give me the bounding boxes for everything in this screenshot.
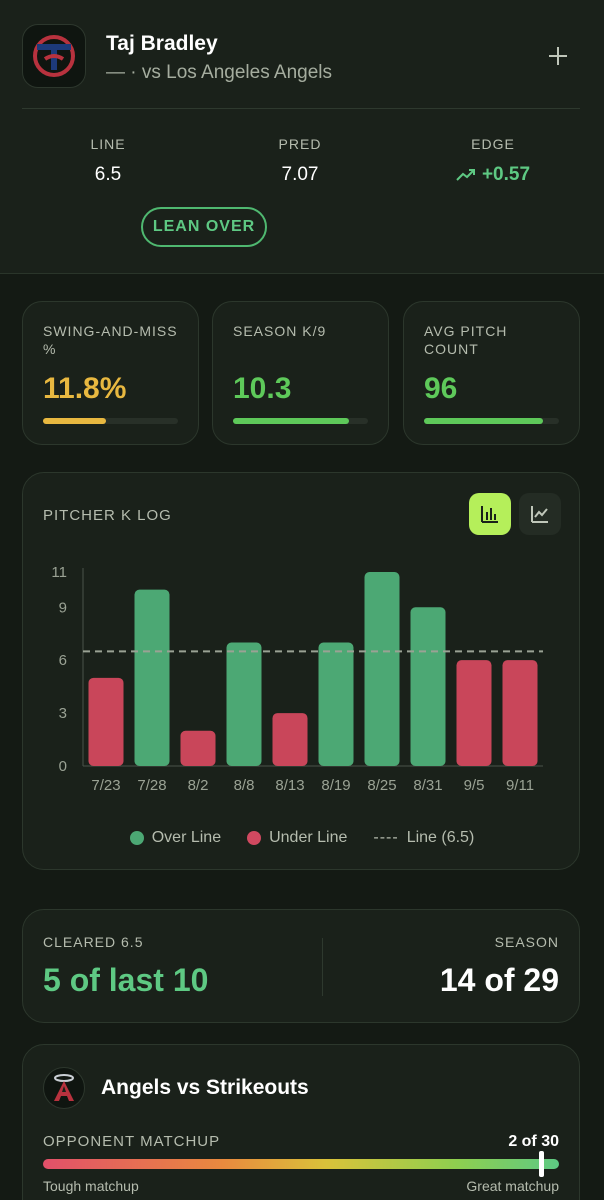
avg-pitch-count-card: AVG PITCH COUNT 96 [403,301,580,445]
x-tick-label: 7/28 [137,777,166,793]
bar-9-11[interactable] [502,660,538,766]
bar-chart-icon [481,506,498,523]
bar-9-5[interactable] [456,660,492,766]
season-k9-card: SEASON K/9 10.3 [212,301,389,445]
line-stat: LINE 6.5 [18,136,198,186]
metric-label: SEASON K/9 [233,323,327,339]
tough-matchup-label: Tough matchup [43,1178,139,1194]
trending-up-icon [456,169,475,181]
opponent-title: Angels vs Strikeouts [101,1076,309,1099]
legend-under: Under Line [247,829,347,847]
metric-bar-fill [43,418,107,424]
line-label: LINE [90,136,126,152]
legend-line-label: Line (6.5) [406,829,475,846]
matchup-marker [539,1151,545,1177]
season-value: 14 of 29 [439,962,559,998]
opponent-matchup-label: OPPONENT MATCHUP [43,1133,221,1150]
metric-label: SWING-AND-MISS % [43,323,178,357]
season-label: SEASON [494,934,559,950]
y-tick-label: 11 [51,564,67,581]
cleared-label: CLEARED 6.5 [43,934,144,950]
x-tick-label: 8/13 [275,777,304,793]
line-view-toggle[interactable] [519,493,561,535]
add-button[interactable] [538,36,578,76]
legend-over: Over Line [129,829,222,847]
bar-8-8[interactable] [226,642,262,766]
line-chart-icon [531,506,548,523]
x-tick-label: 9/5 [464,777,485,793]
bar-7-23[interactable] [88,677,124,766]
bar-8-2[interactable] [180,730,216,766]
edge-stat: EDGE +0.57 [403,136,583,186]
opponent-rank: 2 of 30 [508,1133,559,1150]
edge-value-row: +0.57 [403,164,583,186]
legend-over-label: Over Line [151,829,222,846]
chart-legend: Over Line Under Line ---- Line (6.5) [23,829,581,847]
edge-label: EDGE [471,136,515,152]
over-dot [129,831,144,845]
x-tick-label: 8/19 [321,777,350,793]
matchup-subtitle: — · vs Los Angeles Angels [106,62,333,83]
edge-value: +0.57 [481,164,531,185]
bar-8-19[interactable] [318,642,354,766]
team-logo-icon [22,24,86,88]
x-tick-label: 8/25 [367,777,396,793]
x-tick-label: 8/31 [413,777,442,793]
metric-value: 96 [424,372,458,405]
line-value: 6.5 [94,164,122,185]
header-divider [22,108,580,109]
great-matchup-label: Great matchup [466,1178,559,1194]
metric-value: 11.8% [43,372,127,405]
lean-over-badge: LEAN OVER [141,207,267,247]
x-tick-label: 8/8 [234,777,255,793]
under-dot [247,831,262,845]
metric-label: AVG PITCH COUNT [424,323,508,357]
player-header-card: Taj Bradley — · vs Los Angeles Angels LI… [0,0,604,274]
cleared-divider [322,938,323,996]
pred-value: 7.07 [281,164,319,185]
bar-8-31[interactable] [410,607,446,766]
bar-view-toggle[interactable] [469,493,511,535]
opponent-matchup-card: Angels vs Strikeouts OPPONENT MATCHUP 2 … [22,1044,580,1200]
metric-bar-track [424,418,559,424]
player-name: Taj Bradley [106,32,218,55]
y-tick-label: 6 [59,652,67,669]
metric-bar-track [233,418,368,424]
y-tick-label: 9 [59,599,67,616]
swing-miss-card: SWING-AND-MISS % 11.8% [22,301,199,445]
angels-logo-icon [43,1067,85,1109]
bar-8-13[interactable] [272,713,308,766]
chart-title: PITCHER K LOG [43,507,172,524]
legend-under-label: Under Line [269,829,348,846]
y-tick-label: 3 [59,705,67,722]
dashed-line-icon: ---- [373,829,399,846]
metric-bar-track [43,418,178,424]
bar-7-28[interactable] [134,589,170,766]
x-tick-label: 8/2 [188,777,209,793]
pred-label: PRED [278,136,322,152]
cleared-summary-card: CLEARED 6.5 5 of last 10 SEASON 14 of 29 [22,909,580,1023]
metric-bar-fill [424,418,543,424]
pitcher-k-log-card: PITCHER K LOG 0 3 6 9 11 7/23 7/28 8/2 8/8 8/13 8/… [22,472,580,870]
x-tick-label: 9/11 [506,777,534,793]
metric-bar-fill [233,418,350,424]
y-tick-label: 0 [59,758,67,775]
matchup-gradient-bar [43,1159,559,1169]
x-tick-label: 7/23 [91,777,120,793]
plus-icon [549,47,567,65]
legend-line: ---- Line (6.5) [373,829,474,847]
cleared-value: 5 of last 10 [43,962,209,998]
k-log-bar-chart: 0 3 6 9 11 7/23 7/28 8/2 8/8 8/13 8/19 8/25 8/31 9/5 9… [51,564,543,793]
bar-8-25[interactable] [364,572,400,766]
metric-value: 10.3 [233,372,292,405]
pred-stat: PRED 7.07 [210,136,390,186]
